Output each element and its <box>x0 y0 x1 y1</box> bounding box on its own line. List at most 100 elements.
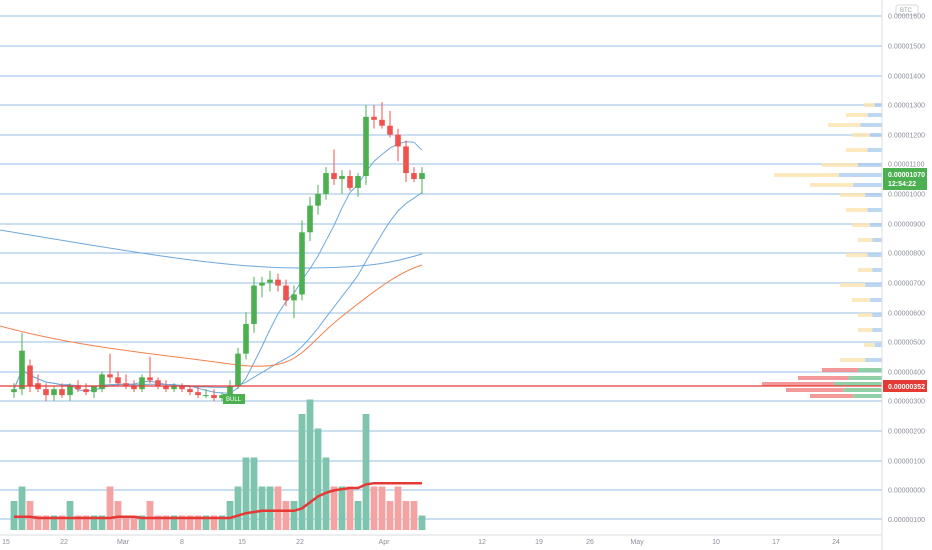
profile-bar <box>848 376 882 380</box>
profile-bar <box>840 193 866 197</box>
candle-body <box>291 294 297 301</box>
price-tick-label: 0.00001000 <box>888 192 925 199</box>
price-tick-label: 0.00001200 <box>888 133 925 140</box>
volume-bar <box>74 515 82 530</box>
volume-bar <box>402 501 410 530</box>
profile-bar <box>840 358 866 362</box>
profile-bar <box>822 163 858 167</box>
candle-body <box>51 389 57 396</box>
profile-bar <box>858 313 873 317</box>
profile-bar <box>798 376 849 380</box>
profile-bar <box>858 238 873 242</box>
volume-bar <box>370 486 378 530</box>
candle-body <box>115 377 121 384</box>
candlesticks <box>11 102 425 401</box>
volume-bar <box>242 457 250 530</box>
volume-bar <box>194 515 202 530</box>
volume-bar <box>18 486 26 530</box>
volume-bar <box>138 515 146 530</box>
price-tick-label: 0.00000700 <box>888 281 925 288</box>
price-tick-label: 0.00000100 <box>888 459 925 466</box>
profile-bar <box>810 394 854 398</box>
profile-bar <box>846 148 868 152</box>
candle-body <box>75 386 81 390</box>
profile-bar <box>846 208 868 212</box>
time-tick-label: 15 <box>238 539 246 546</box>
candle-body <box>219 395 225 399</box>
time-axis[interactable]: 15 22 Mar 8 15 22 Apr 12 19 26 May 10 17 24 <box>0 534 882 546</box>
profile-bar <box>858 268 873 272</box>
hline-price-label: 0.00000352 <box>888 384 925 391</box>
ma-slow-line <box>0 229 423 269</box>
profile-bar <box>786 388 844 392</box>
candle-body <box>107 374 113 378</box>
profile-bar <box>858 328 873 332</box>
price-tick-label: 0.00001500 <box>888 44 925 51</box>
buy-badge-label: BULL <box>226 397 242 403</box>
price-tick-label: 0.00000900 <box>888 222 925 229</box>
candle-body <box>59 389 65 396</box>
candle-body <box>179 386 185 390</box>
profile-bar <box>828 123 861 127</box>
volume-bar <box>218 515 226 530</box>
profile-bar <box>852 223 870 227</box>
profile-bar <box>838 173 882 177</box>
candle-body <box>211 395 217 399</box>
candle-body <box>323 173 329 194</box>
profile-bar <box>834 382 882 386</box>
volume-bar <box>410 501 418 530</box>
volume-profile <box>762 103 882 398</box>
volume-bar <box>170 515 178 530</box>
candle-body <box>267 279 273 283</box>
candle-body <box>19 350 25 390</box>
price-axis[interactable]: 0.00001600 0.00001500 0.00001400 0.00001300… <box>888 14 925 525</box>
candle-body <box>91 386 97 393</box>
time-tick-label: May <box>630 539 644 546</box>
profile-bar <box>867 253 882 257</box>
candle-body <box>163 386 169 390</box>
time-tick-label: Mar <box>117 539 130 546</box>
volume-bar <box>154 515 162 530</box>
currency-badge-label: BTC <box>900 8 913 14</box>
candle-body <box>355 176 361 188</box>
volume-bar <box>346 486 354 530</box>
volume-bar <box>386 501 394 530</box>
profile-bar <box>846 113 868 117</box>
candle-body <box>227 386 233 396</box>
price-tick-label: 0.00001400 <box>888 74 925 81</box>
profile-bar <box>852 298 870 302</box>
hline-price-tag <box>883 380 927 392</box>
volume-bar <box>274 486 282 530</box>
volume-bar <box>250 457 258 530</box>
volume-bar <box>362 414 370 530</box>
profile-bar <box>762 382 834 386</box>
volume-bar <box>290 501 298 530</box>
time-tick-label: 12 <box>478 539 486 546</box>
price-tick-label: 0.00001600 <box>888 14 925 21</box>
candle-body <box>155 380 161 387</box>
candle-body <box>43 389 49 396</box>
volume-bar <box>122 515 130 530</box>
volume-bar <box>106 486 114 530</box>
volume-bar <box>354 501 362 530</box>
candle-body <box>371 116 377 120</box>
candle-body <box>235 353 241 387</box>
time-tick-label: 26 <box>586 539 594 546</box>
time-tick-label: 10 <box>712 539 720 546</box>
candle-body <box>419 173 425 179</box>
candle-body <box>283 285 289 301</box>
volume-bar <box>330 486 338 530</box>
profile-bar <box>774 173 839 177</box>
profile-bar <box>870 223 882 227</box>
price-tick-label: 0.00000000 <box>888 488 925 495</box>
volume-bar <box>10 501 18 530</box>
volume-bar <box>314 428 322 530</box>
volume-bar <box>394 486 402 530</box>
candle-body <box>307 205 313 233</box>
volume-bar <box>34 515 42 530</box>
candle-body <box>347 176 353 188</box>
candle-body <box>11 389 17 393</box>
price-tick-label: 0.00001100 <box>888 162 925 169</box>
candle-body <box>387 125 393 135</box>
